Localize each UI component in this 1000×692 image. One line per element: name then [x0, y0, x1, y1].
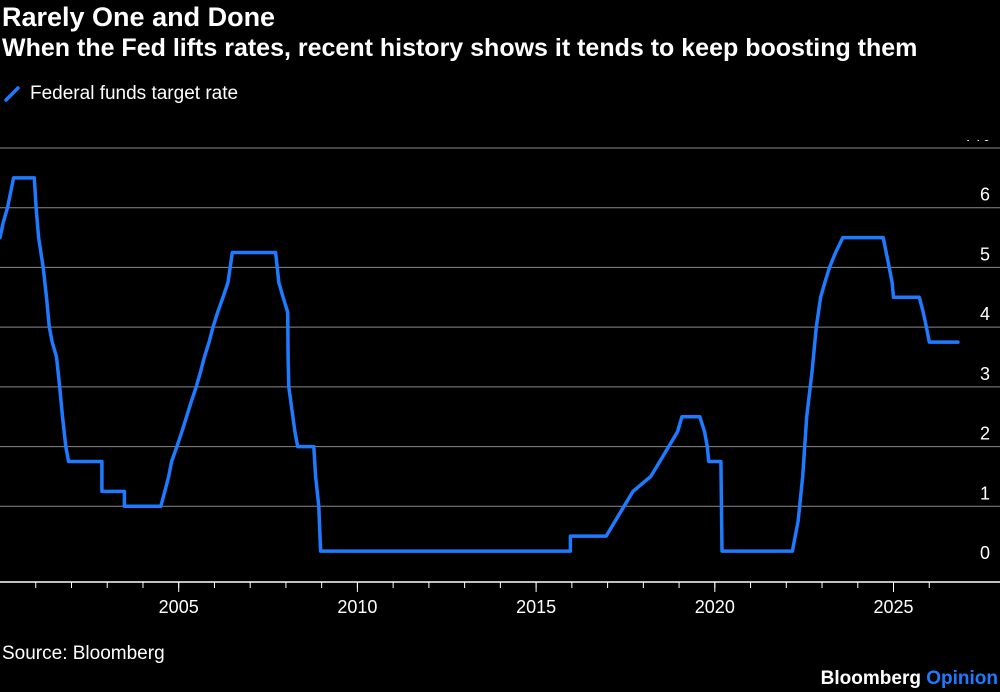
y-tick-label: 0: [980, 543, 990, 563]
line-chart: 0 1 2 3 4 5 6 7% 2005 2010 2015 2020 2025: [0, 140, 1000, 617]
y-tick-label: 4: [980, 304, 990, 324]
y-tick-label: 2: [980, 424, 990, 444]
series-line-federal-funds-rate: [0, 176, 960, 553]
y-axis-tick-labels: 0 1 2 3 4 5 6 7%: [964, 140, 990, 563]
brand-accent: Opinion: [926, 668, 998, 689]
gridlines: [0, 147, 1000, 507]
diagonal-stroke-icon: [4, 86, 20, 102]
chart-subtitle: When the Fed lifts rates, recent history…: [2, 34, 918, 62]
x-tick-label: 2015: [516, 597, 556, 617]
x-tick-label: 2005: [159, 597, 199, 617]
y-tick-label: 5: [980, 244, 990, 264]
x-tick-label: 2010: [337, 597, 377, 617]
y-tick-label: 3: [980, 364, 990, 384]
source-note: Source: Bloomberg: [2, 643, 165, 664]
chart-title: Rarely One and Done: [2, 2, 276, 32]
x-axis: 2005 2010 2015 2020 2025: [0, 581, 1000, 617]
brand-name: Bloomberg: [820, 668, 921, 689]
legend-label: Federal funds target rate: [30, 83, 239, 104]
x-tick-label: 2025: [873, 597, 913, 617]
x-tick-label: 2020: [695, 597, 735, 617]
y-tick-label: 6: [980, 185, 990, 205]
y-tick-label: 7%: [964, 140, 990, 145]
series-layer: [0, 176, 960, 553]
y-tick-label: 1: [980, 483, 990, 503]
legend: Federal funds target rate: [4, 83, 238, 105]
brand-logo: Bloomberg Opinion: [821, 668, 998, 690]
